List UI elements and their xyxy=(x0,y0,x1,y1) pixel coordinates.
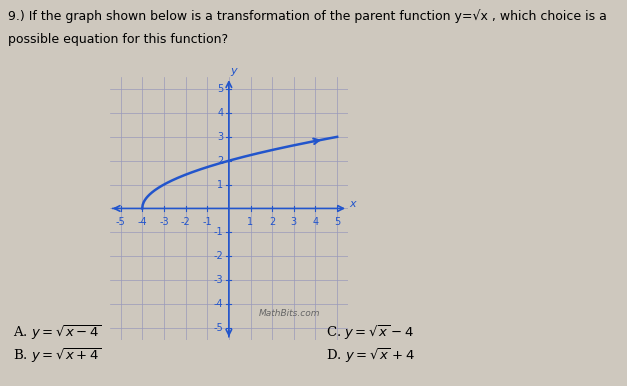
Text: 4: 4 xyxy=(218,108,223,118)
Text: B. $y = \sqrt{x+4}$: B. $y = \sqrt{x+4}$ xyxy=(13,346,101,365)
Text: C. $y = \sqrt{x}-4$: C. $y = \sqrt{x}-4$ xyxy=(326,323,414,342)
Text: 2: 2 xyxy=(269,217,275,227)
Text: A. $y = \sqrt{x-4}$: A. $y = \sqrt{x-4}$ xyxy=(13,323,101,342)
Text: -3: -3 xyxy=(214,275,223,285)
Text: -2: -2 xyxy=(214,251,223,261)
Text: y: y xyxy=(230,66,236,76)
Text: -4: -4 xyxy=(214,299,223,309)
Text: possible equation for this function?: possible equation for this function? xyxy=(8,33,228,46)
Text: 5: 5 xyxy=(217,84,223,94)
Text: 3: 3 xyxy=(291,217,297,227)
Text: D. $y = \sqrt{x}+4$: D. $y = \sqrt{x}+4$ xyxy=(326,346,414,365)
Text: 3: 3 xyxy=(218,132,223,142)
Text: -5: -5 xyxy=(214,323,223,333)
Text: -1: -1 xyxy=(203,217,212,227)
Text: 5: 5 xyxy=(334,217,340,227)
Text: 1: 1 xyxy=(248,217,253,227)
Text: -3: -3 xyxy=(159,217,169,227)
Text: 4: 4 xyxy=(312,217,319,227)
Text: 1: 1 xyxy=(218,179,223,190)
Text: -2: -2 xyxy=(181,217,191,227)
Text: MathBits.com: MathBits.com xyxy=(259,309,320,318)
Text: -4: -4 xyxy=(137,217,147,227)
Text: 9.) If the graph shown below is a transformation of the parent function y=√x , w: 9.) If the graph shown below is a transf… xyxy=(8,10,606,24)
Text: -5: -5 xyxy=(115,217,125,227)
Text: 2: 2 xyxy=(217,156,223,166)
Text: x: x xyxy=(349,199,356,209)
Text: -1: -1 xyxy=(214,227,223,237)
